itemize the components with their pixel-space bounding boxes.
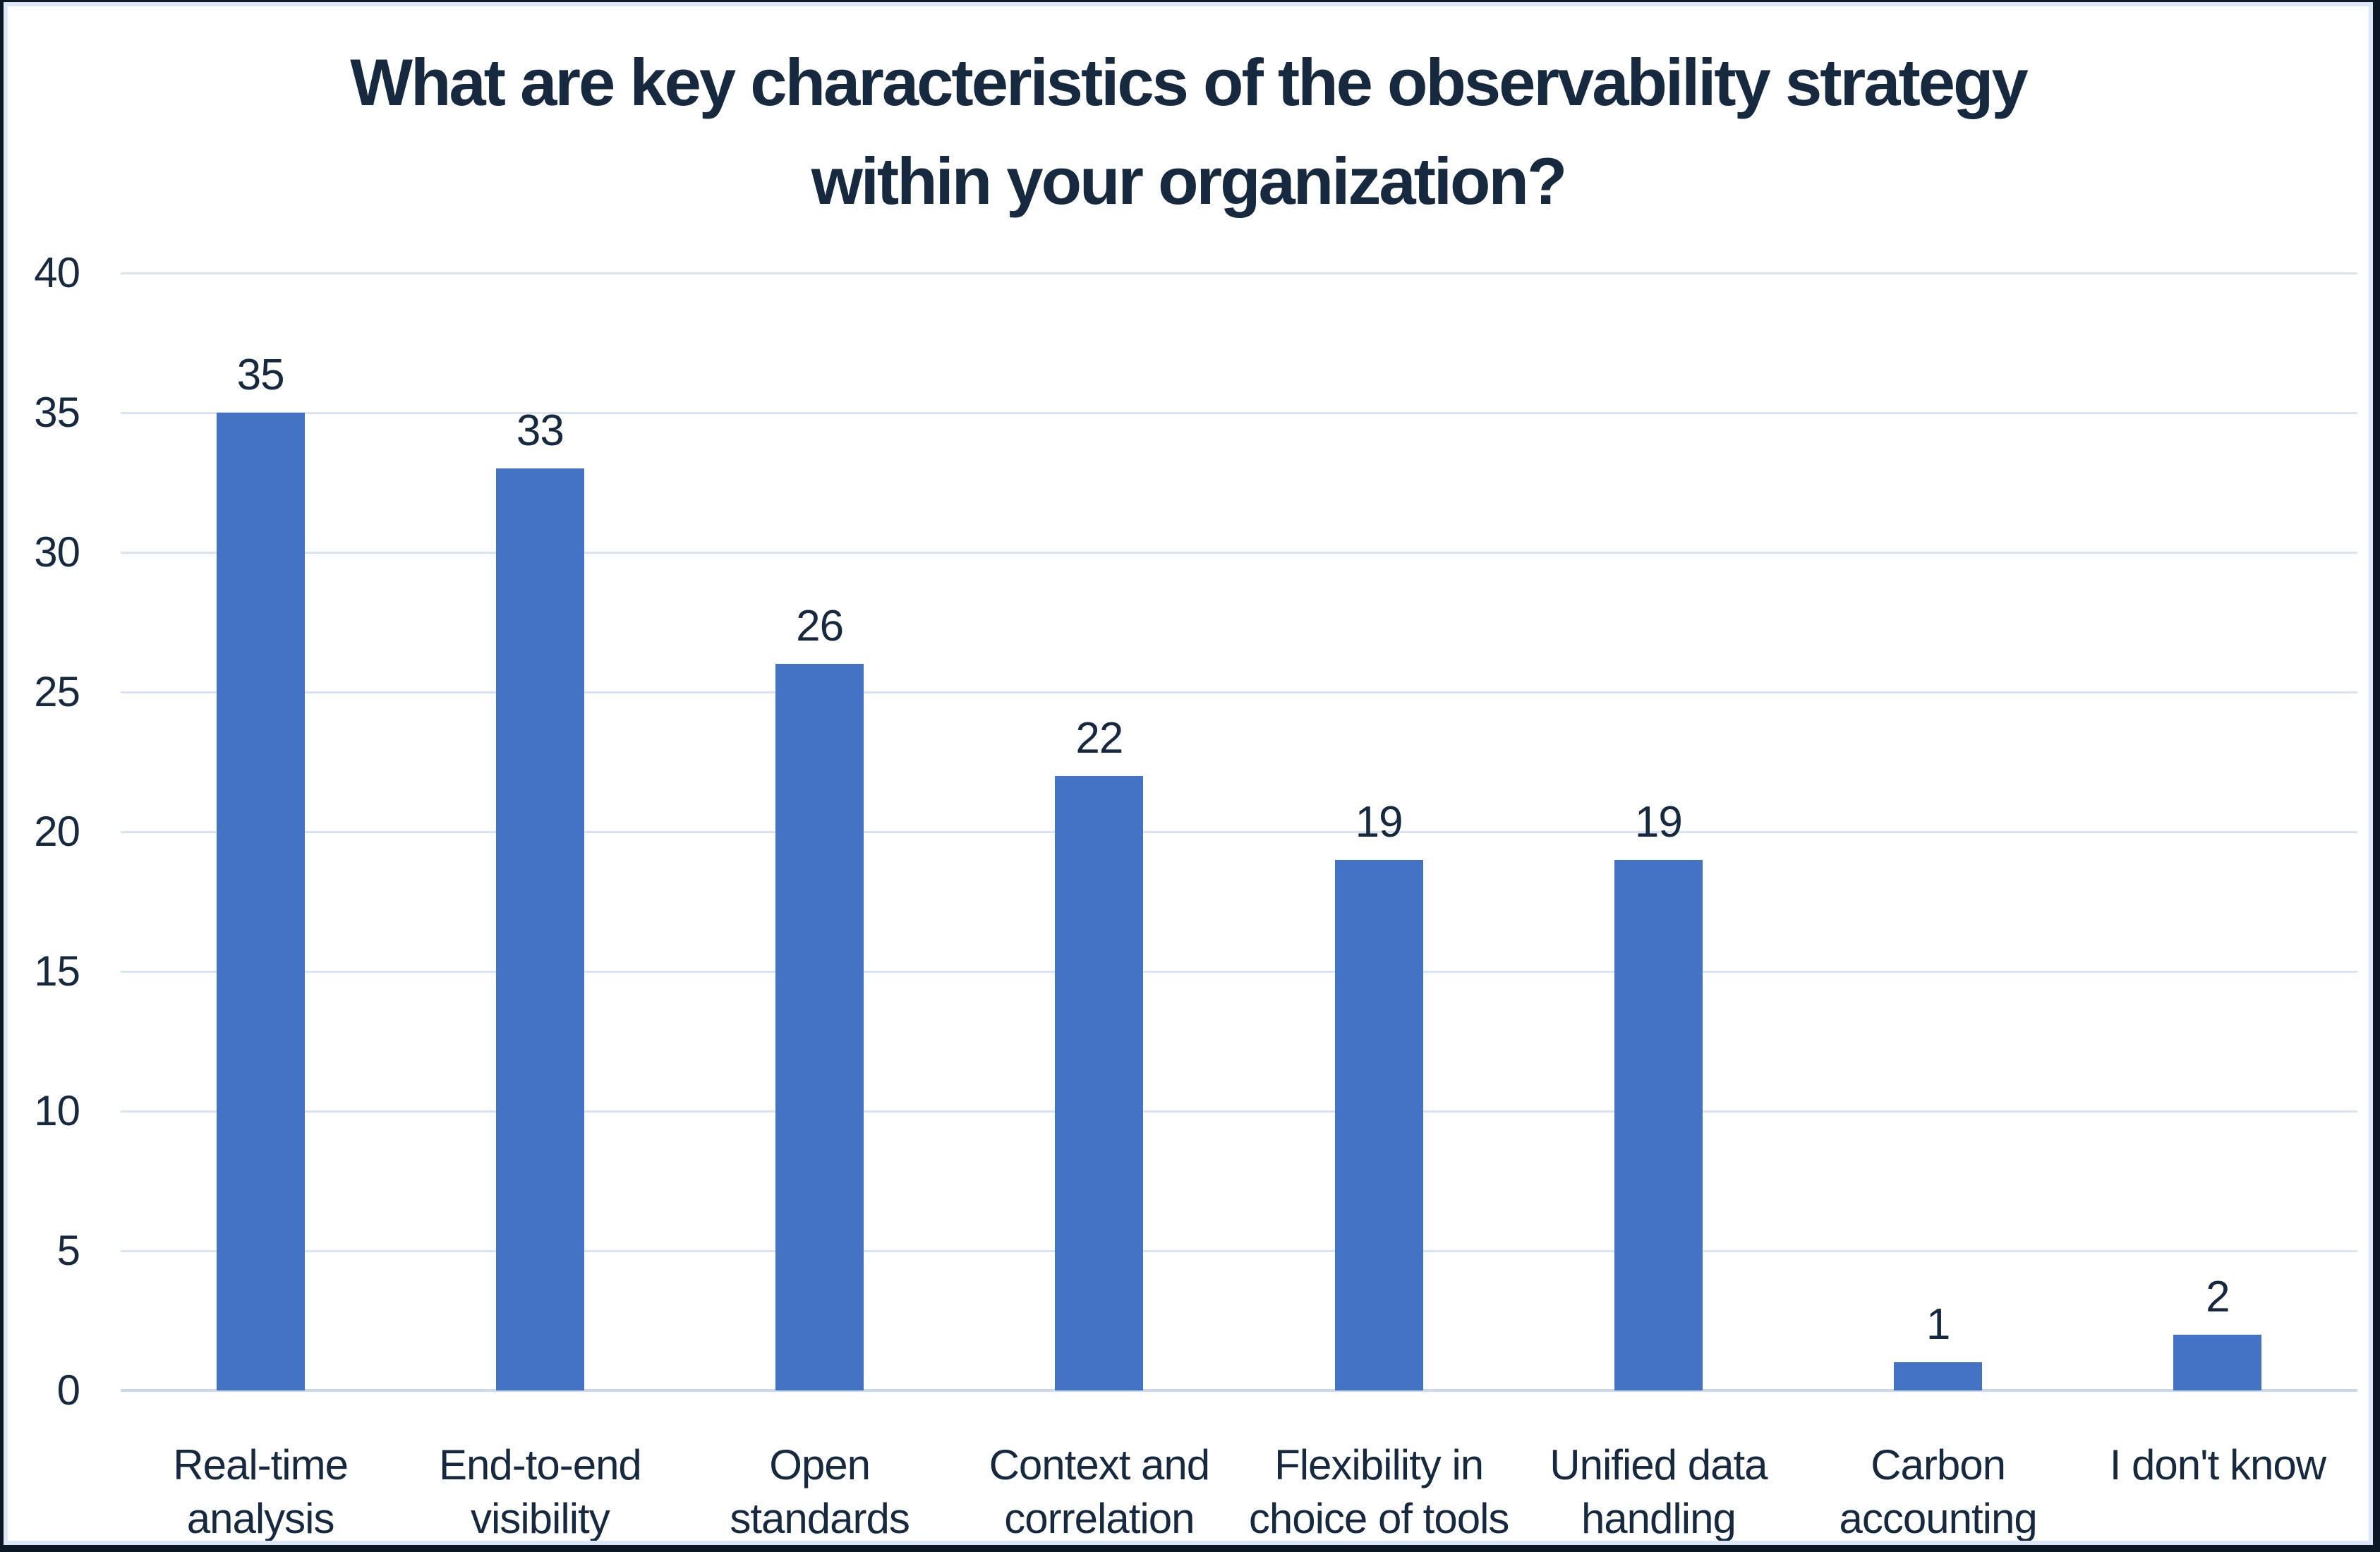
x-axis-category-label-line: choice of tools xyxy=(1248,1495,1510,1542)
x-axis-category-label-line: correlation xyxy=(1004,1495,1195,1542)
x-axis-category-label-line: visibility xyxy=(471,1495,610,1542)
bar-value-label: 1 xyxy=(1926,1300,1950,1350)
y-axis-tick-label: 30 xyxy=(34,528,80,576)
chart-title: What are key characteristics of the obse… xyxy=(8,33,2369,231)
x-axis-category-label-line: Carbon xyxy=(1871,1441,2006,1489)
gridline xyxy=(121,971,2357,973)
x-axis-category-label-line: analysis xyxy=(186,1495,335,1542)
x-axis-category-label: End-to-end visibility xyxy=(400,1438,679,1542)
x-axis-category-labels: Real-time analysis End-to-end visibility Ope… xyxy=(121,1438,2357,1542)
x-axis-category-label-line: standards xyxy=(730,1495,910,1542)
gridline xyxy=(121,831,2357,833)
bar xyxy=(495,468,584,1390)
x-axis-category-label: Real-time analysis xyxy=(121,1438,400,1542)
bar xyxy=(2173,1334,2262,1390)
x-axis-category-label-line: I don't know xyxy=(2109,1441,2326,1489)
bar xyxy=(216,413,305,1390)
gridline xyxy=(121,691,2357,693)
y-axis-tick-label: 0 xyxy=(56,1366,80,1414)
x-axis-category-label-line: Open xyxy=(769,1441,871,1489)
chart-title-line-1: What are key characteristics of the obse… xyxy=(350,45,2028,119)
bar xyxy=(775,664,864,1390)
x-axis-category-label-line: Flexibility in xyxy=(1274,1441,1484,1489)
bar-value-label: 33 xyxy=(516,406,564,456)
gridline xyxy=(121,552,2357,554)
bar-value-label: 22 xyxy=(1075,713,1123,763)
bar-value-label: 2 xyxy=(2206,1272,2230,1321)
x-axis-line xyxy=(121,1389,2357,1392)
bar xyxy=(1055,775,1144,1390)
gridline xyxy=(121,272,2357,274)
bar-value-label: 26 xyxy=(796,602,844,651)
chart-title-line-2: within your organization? xyxy=(811,144,1568,218)
bar-value-label: 19 xyxy=(1634,797,1683,847)
x-axis-category-label: Flexibility in choice of tools xyxy=(1239,1438,1518,1542)
bar xyxy=(1614,859,1703,1390)
x-axis-category-label: Unified data handling xyxy=(1518,1438,1798,1542)
x-axis-category-label-line: Context and xyxy=(989,1441,1211,1489)
y-axis-tick-label: 5 xyxy=(56,1227,80,1274)
x-axis-category-label-line: Unified data xyxy=(1550,1441,1768,1489)
bar xyxy=(1894,1362,1983,1390)
y-axis: 0 5 10 15 20 25 30 35 40 xyxy=(8,249,80,1414)
y-axis-tick-label: 25 xyxy=(34,668,80,715)
x-axis-category-label: I don't know xyxy=(2078,1438,2357,1541)
y-axis-tick-label: 40 xyxy=(34,249,80,296)
x-axis-category-label: Open standards xyxy=(680,1438,960,1542)
y-axis-tick-label: 15 xyxy=(34,947,80,995)
bar-chart: What are key characteristics of the obse… xyxy=(4,2,2373,1545)
y-axis-tick-label: 10 xyxy=(34,1087,80,1134)
x-axis-category-label-line: accounting xyxy=(1839,1495,2038,1542)
bar xyxy=(1334,859,1423,1390)
bar-value-label: 35 xyxy=(236,351,285,399)
x-axis-category-label: Context and correlation xyxy=(960,1438,1239,1542)
gridline xyxy=(121,1250,2357,1252)
plot-area: 35 33 26 22 19 19 1 2 xyxy=(121,272,2357,1392)
y-axis-tick-label: 35 xyxy=(34,389,80,436)
gridline xyxy=(121,1110,2357,1113)
x-axis-category-label-line: Real-time xyxy=(173,1441,349,1489)
x-axis-category-label: Carbon accounting xyxy=(1799,1438,2078,1542)
x-axis-category-label-line: handling xyxy=(1581,1495,1736,1542)
y-axis-tick-label: 20 xyxy=(34,808,80,855)
bar-value-label: 19 xyxy=(1355,797,1403,847)
x-axis-category-label-line: End-to-end xyxy=(438,1441,642,1489)
gridline xyxy=(121,412,2357,414)
